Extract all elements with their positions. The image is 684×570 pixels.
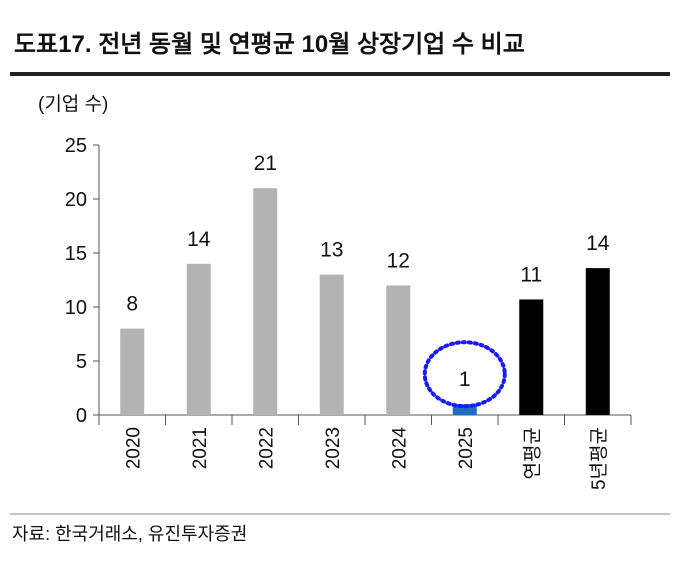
- x-tick-label: 2020: [123, 427, 144, 469]
- value-label: 11: [520, 263, 542, 286]
- bar: [585, 268, 610, 415]
- x-tick-label: 2022: [256, 427, 277, 469]
- value-label: 14: [187, 228, 211, 251]
- bar: [319, 274, 344, 415]
- value-label: 21: [254, 152, 277, 175]
- value-label: 12: [387, 249, 410, 272]
- highlight-ring: [422, 340, 507, 409]
- source: 자료: 한국거래소, 유진투자증권: [12, 524, 247, 544]
- x-tick-label: 5년평균: [588, 427, 610, 490]
- x-tick-label: 2024: [389, 427, 410, 470]
- bar: [120, 328, 145, 415]
- bar: [186, 263, 211, 415]
- y-axis-label: (기업 수): [38, 93, 108, 115]
- chart-title: 도표17. 전년 동월 및 연평균 10월 상장기업 수 비교: [14, 31, 525, 58]
- bar: [253, 188, 278, 415]
- bar: [386, 285, 411, 415]
- x-tick-label: 2023: [323, 427, 344, 469]
- y-tick-label: 15: [65, 243, 87, 265]
- y-tick-label: 5: [76, 351, 87, 373]
- x-tick-label: 2021: [190, 427, 211, 469]
- value-label: 1: [459, 368, 471, 391]
- y-tick-label: 10: [65, 297, 87, 319]
- value-label: 8: [126, 293, 138, 316]
- value-label: 14: [586, 232, 610, 255]
- value-label: 13: [320, 239, 343, 262]
- x-tick-label: 2025: [456, 427, 477, 469]
- bar: [452, 404, 477, 415]
- x-tick-label: 연평균: [521, 427, 543, 479]
- title-rule: [10, 72, 670, 76]
- bar: [519, 299, 544, 415]
- y-tick-label: 20: [65, 189, 87, 211]
- y-tick-label: 25: [65, 135, 87, 157]
- y-tick-label: 0: [76, 405, 87, 427]
